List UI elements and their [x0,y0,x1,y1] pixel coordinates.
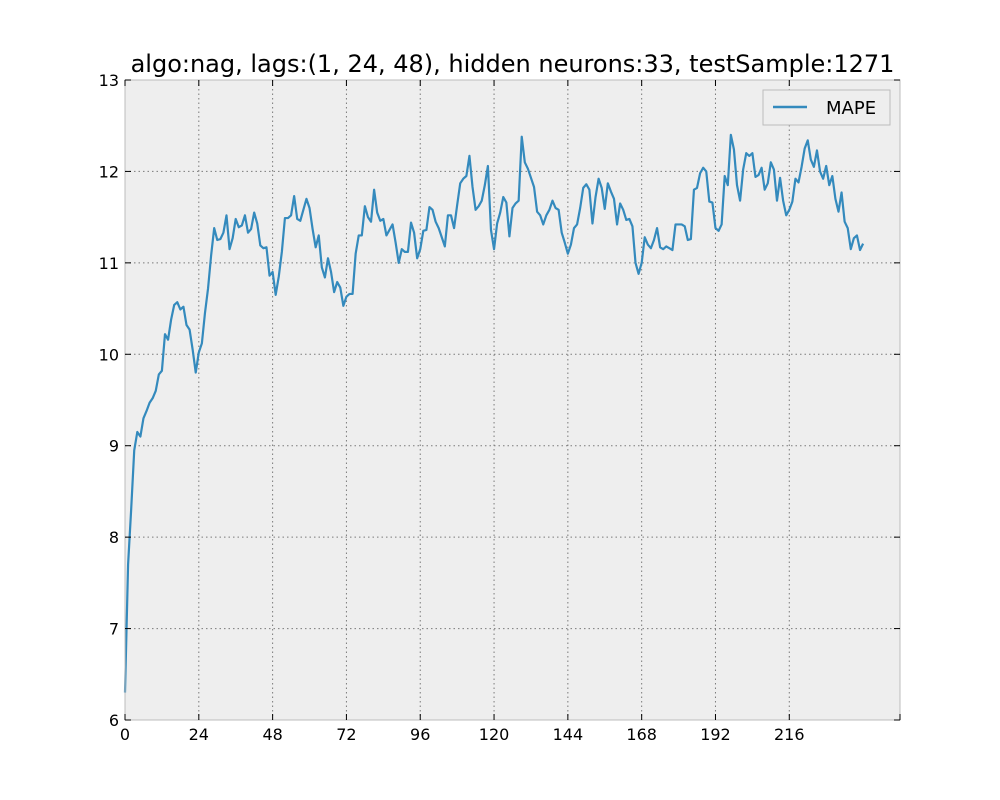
plot-frame [124,79,901,721]
x-tick-label: 144 [553,725,584,744]
x-tick-label: 168 [626,725,657,744]
x-tick-label: 192 [700,725,731,744]
y-tick-label: 12 [99,162,119,181]
x-tick-label: 72 [336,725,356,744]
legend: MAPE [762,89,891,126]
series-line-mape [123,133,865,693]
x-tick-label: 120 [479,725,510,744]
x-tick-label: 96 [410,725,430,744]
y-tick-label: 6 [109,711,119,730]
y-tick-label: 7 [109,620,119,639]
y-tick-label: 9 [109,437,119,456]
y-tick-label: 10 [99,345,119,364]
y-tick-label: 13 [99,71,119,90]
y-tick-label: 8 [109,528,119,547]
axis-ticks [124,79,901,721]
x-tick-label: 24 [189,725,209,744]
grid-lines [125,80,900,720]
axis-tick-labels: 0 24 48 72 96 120 144 168 192 216 6 7 8 9 10 11 12 13 [99,71,805,744]
chart-title: algo:nag, lags:(1, 24, 48), hidden neuro… [131,50,895,78]
x-tick-label: 216 [774,725,805,744]
x-tick-label: 48 [262,725,282,744]
legend-label-mape: MAPE [826,98,876,119]
y-tick-label: 11 [99,254,119,273]
plot-area [125,80,900,720]
x-tick-label: 0 [120,725,130,744]
